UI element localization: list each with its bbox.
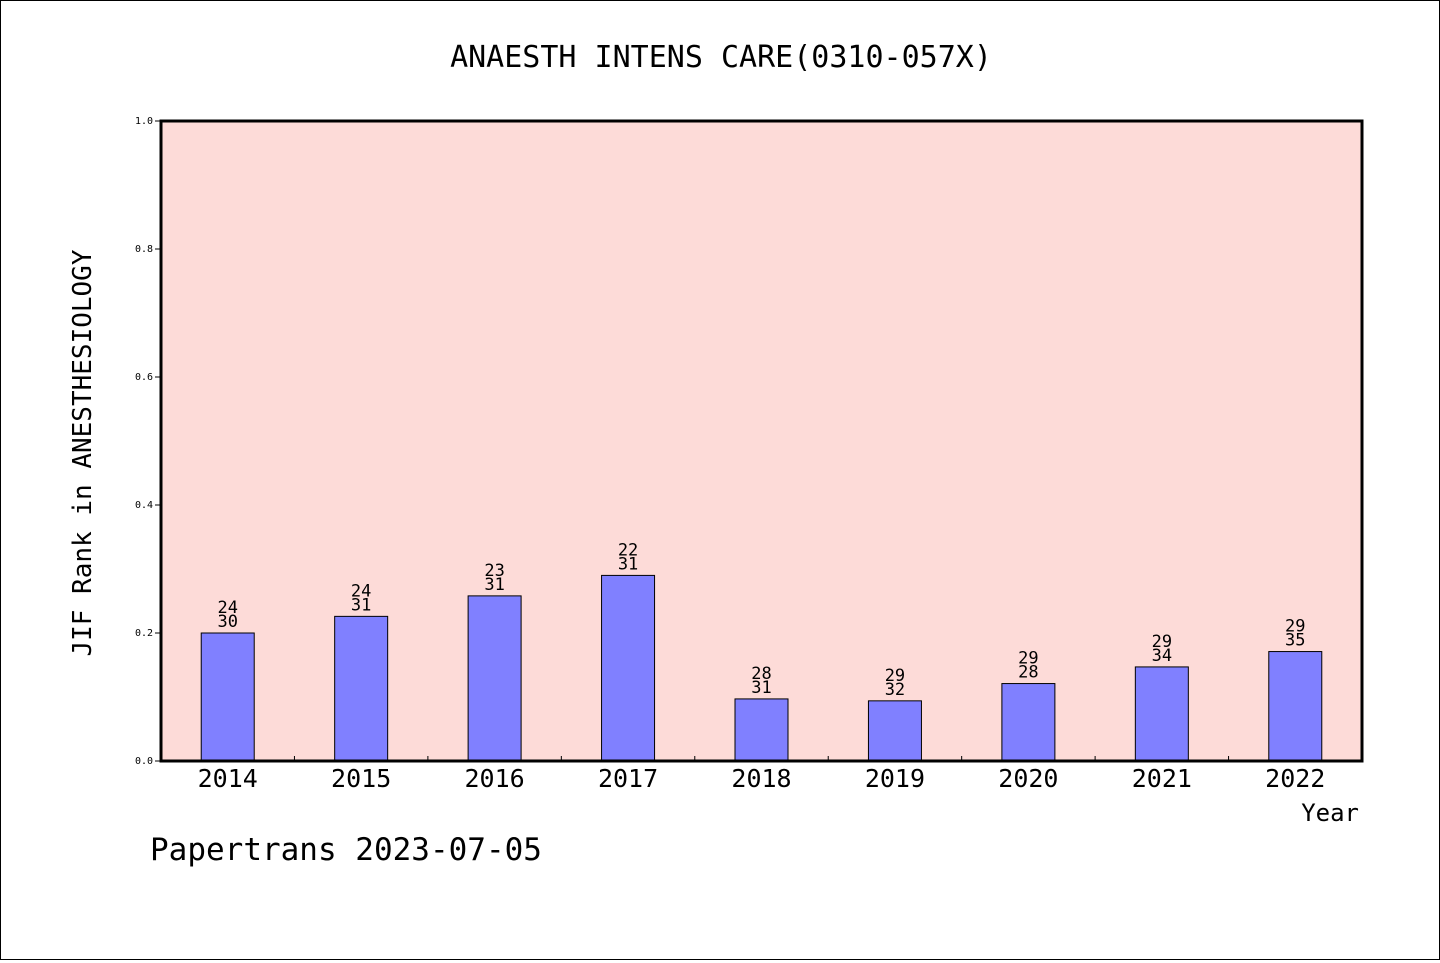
bar-total-label: 31	[351, 595, 371, 615]
x-tick-label: 2021	[1132, 764, 1192, 793]
bar-rank-label: 29	[1152, 632, 1172, 652]
y-tick-label: 1.0	[135, 116, 153, 127]
x-tick-label: 2015	[331, 764, 391, 793]
bar-total-label: 35	[1285, 631, 1305, 651]
bar-2017	[601, 574, 656, 762]
bar-total-label: 34	[1152, 646, 1172, 666]
bar-2014	[200, 632, 255, 762]
bar-2018	[734, 698, 789, 762]
y-tick-label: 0.2	[135, 628, 153, 639]
bar-2015	[334, 615, 389, 762]
x-tick-label: 2019	[865, 764, 925, 793]
bar-total-label: 31	[751, 678, 771, 698]
bar-rank-label: 24	[217, 598, 237, 618]
x-tick-label: 2022	[1265, 764, 1325, 793]
y-axis-label: JIF Rank in ANESTHESIOLOGY	[68, 249, 98, 656]
bar-total-label: 28	[1018, 663, 1038, 683]
bar-2022	[1268, 651, 1323, 762]
bar-rank-label: 22	[618, 540, 638, 560]
bar-2019	[867, 700, 922, 762]
bar-rank-label: 24	[351, 581, 371, 601]
bar-2020	[1001, 683, 1056, 762]
x-axis-label: Year	[1301, 799, 1359, 827]
x-tick-label: 2017	[598, 764, 658, 793]
x-tick-label: 2020	[998, 764, 1058, 793]
y-axis-ticks: 0.0 0.2 0.4 0.6 0.8 1.0	[135, 116, 161, 767]
bar-rank-label: 28	[751, 664, 771, 684]
y-tick-label: 0.8	[135, 244, 153, 255]
bar-2021	[1134, 666, 1189, 762]
x-axis-ticks: 2014 2015 2016 2017 2018 2019 2020 2021 2022	[198, 756, 1325, 793]
bar-rank-label: 29	[1018, 649, 1038, 669]
bar-total-label: 32	[885, 680, 905, 700]
footer-credit: Papertrans 2023-07-05	[150, 832, 542, 868]
bar-total-label: 31	[484, 575, 504, 595]
bar-total-label: 30	[217, 612, 237, 632]
y-tick-label: 0.4	[135, 500, 153, 511]
bar-rank-label: 29	[885, 666, 905, 686]
y-tick-label: 0.6	[135, 372, 153, 383]
plot-border	[159, 119, 1364, 763]
chart-title: ANAESTH INTENS CARE(0310-057X)	[450, 40, 992, 75]
bar-total-label: 31	[618, 554, 638, 574]
x-tick-label: 2018	[731, 764, 791, 793]
x-tick-label: 2016	[465, 764, 525, 793]
bar-2016	[467, 595, 522, 762]
y-tick-label: 0.0	[135, 756, 153, 767]
bar-rank-label: 29	[1285, 617, 1305, 637]
x-tick-label: 2014	[198, 764, 258, 793]
bars	[200, 574, 1323, 762]
bar-rank-label: 23	[484, 561, 504, 581]
